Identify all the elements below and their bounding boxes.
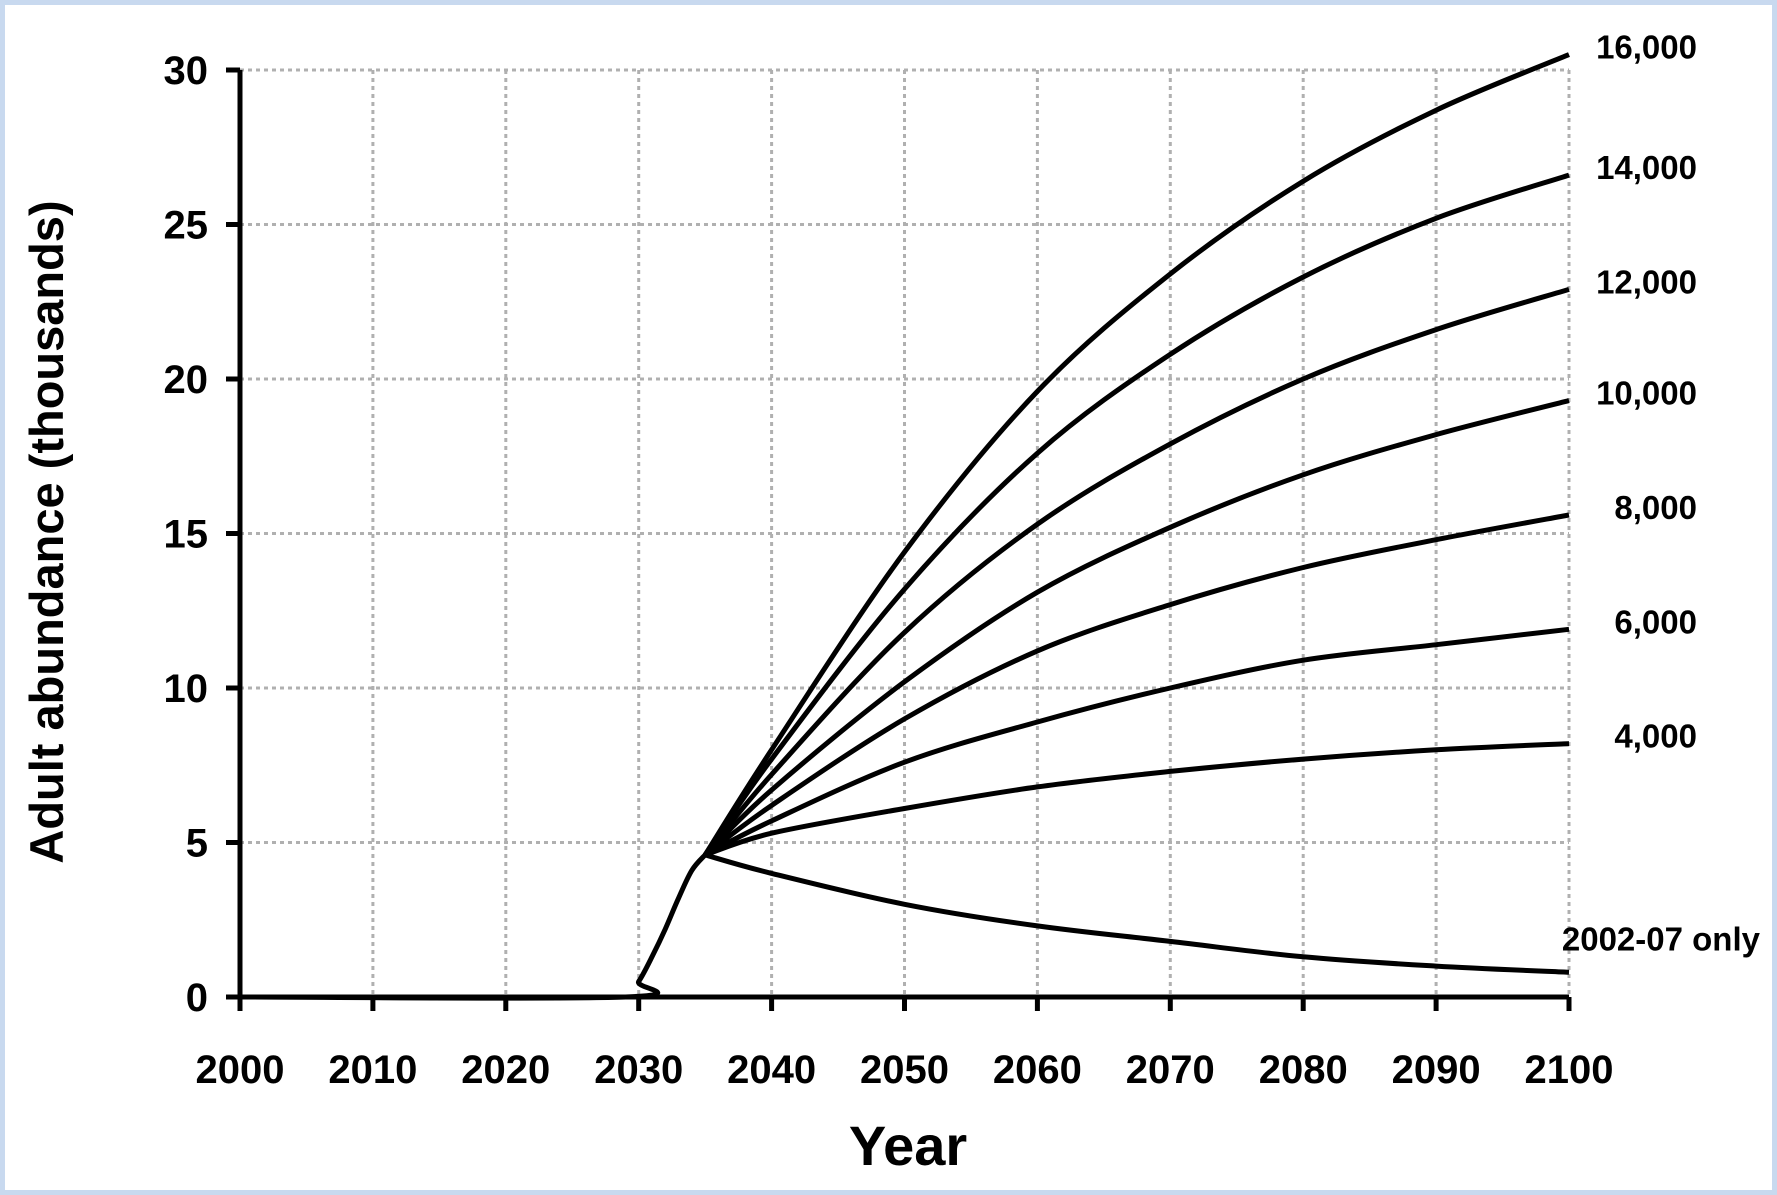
series-label-2: 12,000 <box>1596 263 1697 300</box>
x-tick-label-2090: 2090 <box>1392 1048 1481 1092</box>
chart-frame: 0 5 10 15 20 25 30 2000 2010 2020 2030 2040 2050 2060… <box>5 5 1772 1190</box>
x-tick-label-2020: 2020 <box>461 1048 550 1092</box>
series-line-2 <box>703 287 1570 857</box>
x-tick-label-2000: 2000 <box>196 1048 285 1092</box>
series-label-3: 10,000 <box>1596 375 1697 412</box>
y-tick-label-5: 5 <box>186 822 208 866</box>
series-label-4: 8,000 <box>1614 489 1697 526</box>
series-label-7: 2002-07 only <box>1562 920 1761 957</box>
x-tick-label-2010: 2010 <box>328 1048 417 1092</box>
series-label-1: 14,000 <box>1596 149 1697 186</box>
y-tick-label-25: 25 <box>164 204 209 248</box>
series-line-6 <box>704 741 1570 858</box>
y-tick-label-0: 0 <box>186 976 208 1020</box>
x-tick-label-2050: 2050 <box>860 1048 949 1092</box>
y-tick-label-30: 30 <box>164 49 209 93</box>
series-line-3 <box>703 398 1570 857</box>
series-line-5 <box>703 626 1570 858</box>
y-axis-title: Adult abundance (thousands) <box>20 200 73 863</box>
series-line-4 <box>703 512 1570 857</box>
axes <box>226 67 1572 1011</box>
series-line-7 <box>704 852 1570 975</box>
tick-labels: 0 5 10 15 20 25 30 2000 2010 2020 2030 2040 2050 2060… <box>164 49 1614 1092</box>
x-tick-label-2080: 2080 <box>1259 1048 1348 1092</box>
x-tick-label-2060: 2060 <box>993 1048 1082 1092</box>
series-labels: 16,000 14,000 12,000 10,000 8,000 6,000 4,000 2… <box>1562 29 1761 958</box>
y-tick-label-15: 15 <box>164 513 209 557</box>
grid-lines <box>240 68 1571 997</box>
series-lines <box>239 52 1570 1001</box>
x-tick-label-2100: 2100 <box>1525 1048 1614 1092</box>
series-label-5: 6,000 <box>1614 603 1697 640</box>
series-line-1 <box>703 172 1570 857</box>
abundance-line-chart: 0 5 10 15 20 25 30 2000 2010 2020 2030 2040 2050 2060… <box>20 29 1761 1177</box>
y-tick-label-20: 20 <box>164 358 209 402</box>
x-tick-label-2040: 2040 <box>727 1048 816 1092</box>
series-label-0: 16,000 <box>1596 29 1697 66</box>
x-tick-label-2030: 2030 <box>594 1048 683 1092</box>
series-line-0 <box>702 52 1570 857</box>
x-tick-label-2070: 2070 <box>1126 1048 1215 1092</box>
x-axis-title: Year <box>849 1114 967 1177</box>
series-line-ramp <box>239 853 707 1001</box>
y-tick-label-10: 10 <box>164 667 209 711</box>
series-label-6: 4,000 <box>1614 718 1697 755</box>
